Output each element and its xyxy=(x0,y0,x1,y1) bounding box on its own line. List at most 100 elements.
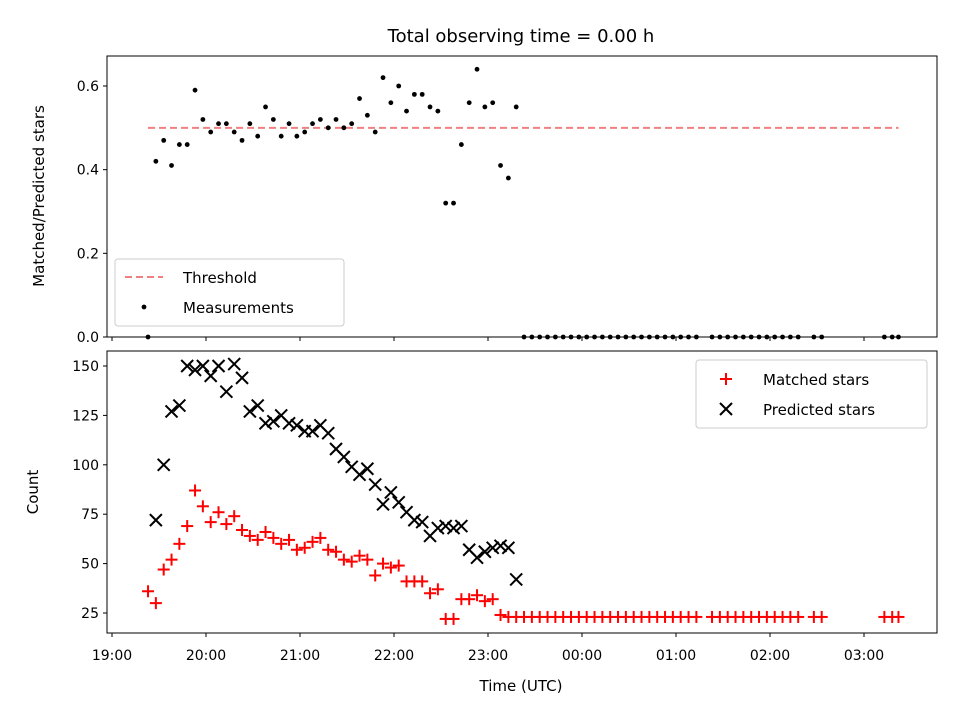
matched-point xyxy=(447,612,460,625)
measurement-point xyxy=(294,133,300,139)
bottom-y-tick-label: 150 xyxy=(72,359,99,375)
legend-measurements-label: Measurements xyxy=(183,299,294,317)
measurement-point xyxy=(505,175,511,181)
predicted-point xyxy=(227,357,241,371)
matched-point xyxy=(361,553,374,566)
matched-point xyxy=(471,589,484,602)
measurement-point xyxy=(364,112,370,118)
matched-point xyxy=(322,543,335,556)
measurement-point xyxy=(349,121,355,127)
matched-point xyxy=(275,537,288,550)
matched-point xyxy=(181,520,194,533)
bottom-y-tick-label: 100 xyxy=(72,458,99,474)
matched-point xyxy=(204,516,217,529)
measurement-point xyxy=(317,117,323,122)
matched-point xyxy=(478,595,491,608)
matched-point xyxy=(330,545,343,558)
predicted-point xyxy=(266,414,281,429)
matched-point xyxy=(173,537,186,550)
measurement-point xyxy=(176,142,182,147)
x-tick-label: 03:00 xyxy=(844,648,884,664)
matched-point xyxy=(306,535,319,548)
measurement-point xyxy=(372,129,378,135)
predicted-point xyxy=(321,426,335,440)
predicted-point xyxy=(509,572,523,587)
measurement-point xyxy=(427,104,433,110)
matched-point xyxy=(267,531,280,544)
legend-matched-swatch xyxy=(720,373,732,385)
matched-point xyxy=(369,569,382,582)
predicted-point xyxy=(164,404,179,419)
bottom-plot-area xyxy=(142,357,905,625)
matched-point xyxy=(283,533,296,546)
predicted-point xyxy=(391,495,406,510)
matched-point xyxy=(392,559,405,572)
predicted-point xyxy=(376,497,390,512)
x-tick-label: 19:00 xyxy=(92,648,132,664)
matched-point xyxy=(149,597,162,610)
top-y-axis: 0.0 0.2 0.4 0.6 xyxy=(77,79,107,346)
predicted-point xyxy=(305,424,320,438)
bottom-y-tick-label: 75 xyxy=(81,507,99,523)
predicted-point xyxy=(438,519,453,533)
predicted-point xyxy=(501,541,516,555)
matched-point xyxy=(815,610,828,623)
matched-point xyxy=(337,553,350,566)
matched-point xyxy=(228,510,241,523)
x-tick-label: 01:00 xyxy=(656,648,696,664)
measurement-point xyxy=(404,108,409,114)
matched-point xyxy=(259,525,272,538)
top-y-tick-label: 0.4 xyxy=(77,163,99,179)
predicted-point xyxy=(384,485,398,500)
matched-point xyxy=(212,506,225,519)
top-y-axis-label: Matched/Predicted stars xyxy=(30,105,48,287)
measurement-point xyxy=(169,163,174,168)
measurement-point xyxy=(161,137,167,143)
matched-point xyxy=(463,593,476,606)
top-axes-frame xyxy=(106,55,938,338)
bottom-y-tick-label: 25 xyxy=(81,606,99,622)
measurement-point xyxy=(231,129,237,135)
matched-point xyxy=(892,610,905,623)
bottom-y-axis-label: Count xyxy=(24,470,42,515)
measurement-point xyxy=(341,125,347,131)
predicted-point xyxy=(352,467,367,482)
predicted-point xyxy=(196,359,210,373)
predicted-point xyxy=(211,359,226,373)
top-plot-area xyxy=(145,66,901,340)
top-legend: Threshold Measurements xyxy=(114,258,345,327)
predicted-point xyxy=(485,541,500,555)
measurement-point xyxy=(184,142,190,147)
predicted-point xyxy=(250,398,265,413)
matched-point xyxy=(792,610,805,623)
measurement-point xyxy=(435,108,441,114)
matched-point xyxy=(165,553,178,566)
legend-predicted-label: Predicted stars xyxy=(763,401,875,419)
bottom-y-tick-label: 50 xyxy=(81,557,99,573)
x-tick-label: 00:00 xyxy=(562,648,602,664)
matched-point xyxy=(142,585,155,598)
measurement-point xyxy=(278,133,284,139)
measurement-point xyxy=(411,91,417,97)
predicted-point xyxy=(454,519,469,533)
matched-point xyxy=(416,575,429,588)
bottom-y-tick-label: 125 xyxy=(72,408,99,424)
measurement-point xyxy=(223,121,229,127)
legend-measurements-swatch xyxy=(141,304,147,310)
predicted-point xyxy=(180,359,194,373)
measurement-point xyxy=(388,100,394,106)
legend-matched-label: Matched stars xyxy=(763,371,869,389)
matched-point xyxy=(220,518,233,531)
measurement-point xyxy=(239,137,245,143)
measurement-point xyxy=(208,129,214,135)
predicted-point xyxy=(446,521,461,535)
measurement-point xyxy=(263,104,268,110)
top-x-axis xyxy=(111,337,865,341)
measurement-point xyxy=(513,104,519,110)
measurement-point xyxy=(419,91,425,97)
measurement-point xyxy=(302,129,308,135)
predicted-point xyxy=(493,539,508,553)
top-y-tick-label: 0.0 xyxy=(77,330,99,346)
predicted-point xyxy=(235,371,249,385)
bottom-legend: Matched stars Predicted stars xyxy=(695,359,928,429)
